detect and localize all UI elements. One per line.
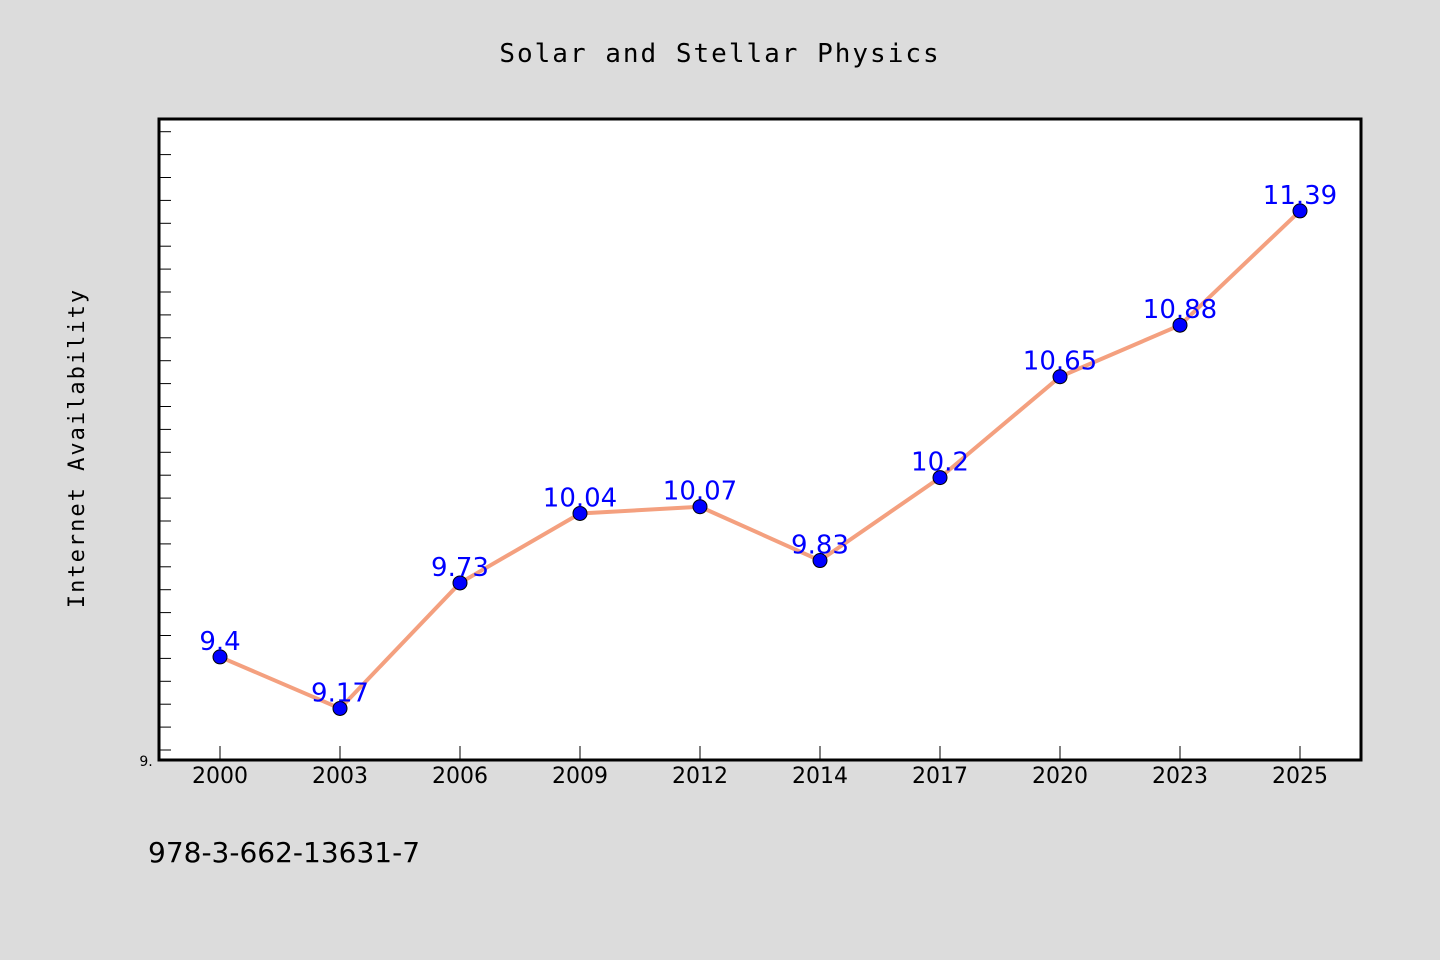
x-tick-label: 2009 — [552, 764, 608, 789]
data-labels: 9.4 9.17 9.73 10.04 10.07 9.83 10.2 10.65 10.88 1… — [199, 181, 1337, 709]
data-label: 9.73 — [431, 553, 489, 583]
x-tick-label: 2025 — [1272, 764, 1328, 789]
data-point — [932, 470, 948, 486]
x-tick-label: 2023 — [1152, 764, 1208, 789]
y-axis-label: Internet Availability — [65, 288, 90, 608]
chart-title: Solar and Stellar Physics — [499, 39, 940, 69]
footer-isbn: 978-3-662-13631-7 — [148, 836, 420, 869]
x-tick-label: 2020 — [1032, 764, 1088, 789]
x-axis: 2000 2003 2006 2009 2012 2014 2017 2020 2023 2025 — [192, 746, 1328, 789]
data-label: 10.07 — [663, 477, 737, 507]
x-tick-label: 2000 — [192, 764, 248, 789]
x-tick-label: 2017 — [912, 764, 968, 789]
data-point — [692, 499, 708, 515]
plot-area — [157, 117, 1363, 762]
x-tick-label: 2003 — [312, 764, 368, 789]
series-markers — [212, 203, 1308, 716]
data-label: 10.88 — [1143, 295, 1217, 325]
data-point — [1052, 369, 1068, 385]
data-label: 10.04 — [543, 483, 617, 513]
data-label: 9.17 — [311, 678, 369, 708]
data-label: 10.65 — [1023, 347, 1097, 377]
data-point — [812, 553, 828, 569]
data-point — [1292, 203, 1308, 219]
y-tick-label: 9. — [139, 754, 152, 770]
data-point — [1172, 317, 1188, 333]
x-tick-label: 2012 — [672, 764, 728, 789]
data-point — [332, 700, 348, 716]
data-label: 9.83 — [791, 531, 849, 561]
data-point — [572, 505, 588, 521]
series-line — [218, 208, 1302, 711]
data-point — [212, 649, 228, 665]
x-tick-label: 2006 — [432, 764, 488, 789]
y-axis-ticks — [159, 131, 171, 751]
data-label: 11.39 — [1263, 181, 1337, 211]
data-point — [452, 575, 468, 591]
data-label: 10.2 — [911, 448, 969, 478]
data-label: 9.4 — [199, 627, 240, 657]
x-tick-label: 2014 — [792, 764, 848, 789]
